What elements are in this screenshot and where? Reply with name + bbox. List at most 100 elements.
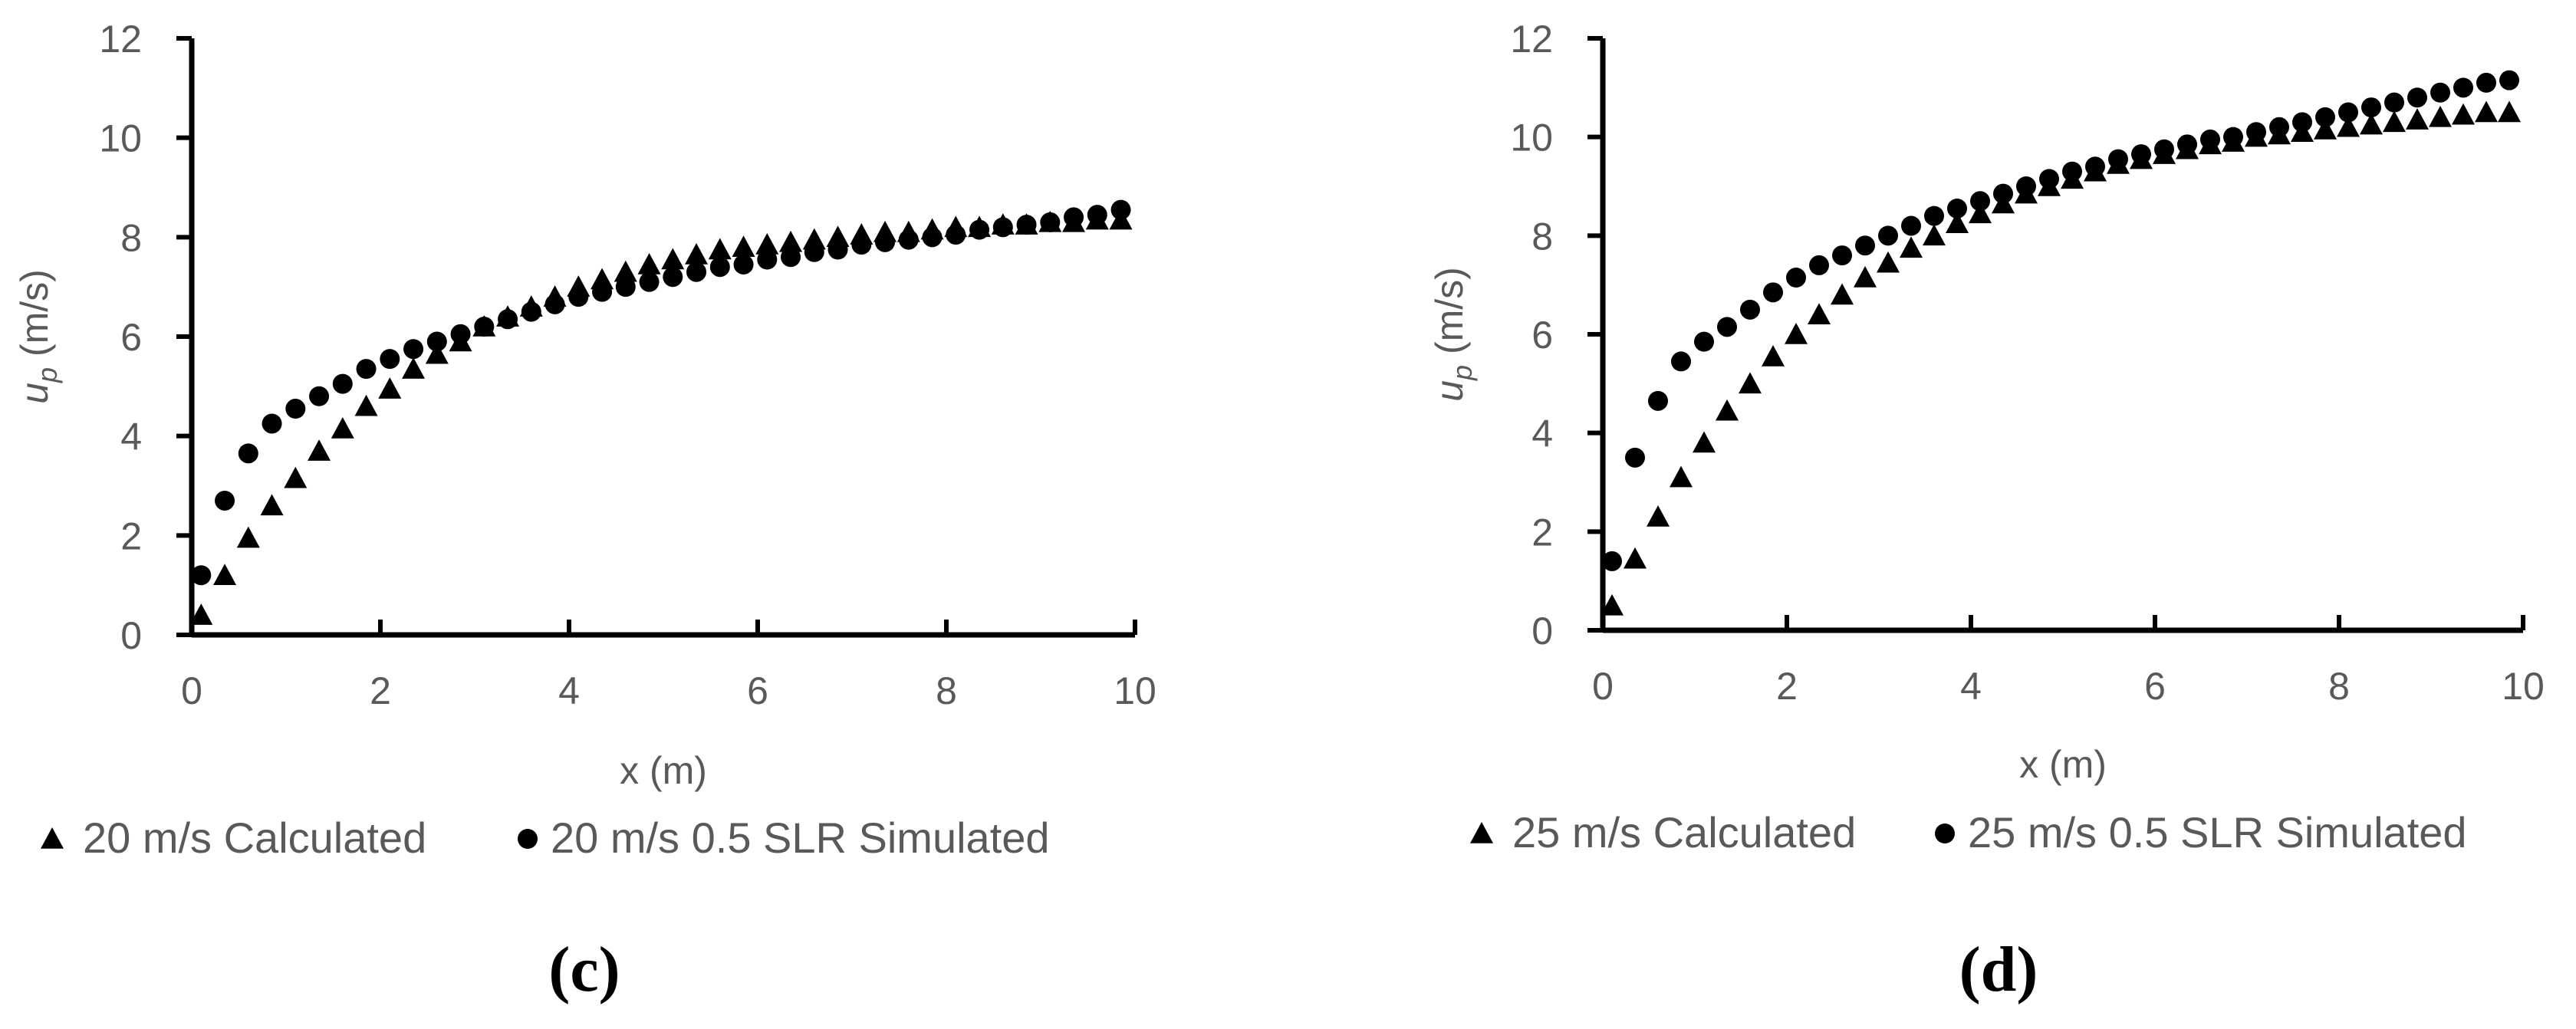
x-tick-label: 0 <box>181 669 202 712</box>
data-point-circle <box>733 254 754 275</box>
data-point-circle <box>332 373 353 394</box>
data-point-circle <box>1740 299 1760 320</box>
data-point-triangle <box>354 394 378 416</box>
x-tick-label: 6 <box>2144 665 2166 708</box>
data-point-circle <box>781 247 801 268</box>
data-point-triangle <box>1693 431 1716 453</box>
y-axis-title: up (m/s) <box>13 269 63 404</box>
data-point-triangle <box>897 220 920 242</box>
y-tick-label: 12 <box>99 18 142 61</box>
data-point-triangle <box>850 223 873 245</box>
data-point-triangle <box>637 252 661 275</box>
data-point-triangle <box>1739 372 1762 394</box>
y-tick-label: 4 <box>120 416 142 459</box>
data-point-triangle <box>236 526 260 548</box>
data-point-triangle <box>284 466 308 488</box>
data-point-triangle <box>1624 547 1647 569</box>
data-point-triangle <box>591 268 614 290</box>
data-point-triangle <box>2061 167 2084 189</box>
data-point-triangle <box>2452 103 2475 125</box>
data-point-circle <box>1970 191 1990 212</box>
y-axis-title-unit: (m/s) <box>1428 267 1471 365</box>
data-point-triangle <box>2314 118 2337 140</box>
x-tick-label: 8 <box>2328 665 2350 708</box>
data-point-circle <box>1878 225 1898 246</box>
data-point-triangle <box>2176 137 2199 159</box>
data-point-circle <box>403 339 424 360</box>
data-point-triangle <box>2498 100 2521 123</box>
data-point-triangle <box>519 295 543 317</box>
data-point-triangle <box>944 215 968 238</box>
data-point-circle <box>1947 198 1967 219</box>
legend-triangle-marker <box>1470 822 1493 843</box>
data-point-triangle <box>2383 110 2406 133</box>
y-tick-label: 0 <box>1531 610 1553 653</box>
data-point-triangle <box>968 215 992 238</box>
y-tick-label: 6 <box>120 316 142 359</box>
data-point-triangle <box>2038 175 2061 196</box>
data-point-triangle <box>1900 236 1923 258</box>
data-point-circle <box>2315 107 2335 127</box>
data-point-triangle <box>2360 113 2383 135</box>
x-tick-label: 6 <box>747 669 768 712</box>
data-point-triangle <box>1946 212 1969 233</box>
data-point-triangle <box>1762 344 1785 367</box>
panel-c: 0 2 4 6 8 10 12 0 2 4 6 8 10 x (m) up (m/s) 20 m/s Calc… <box>13 18 1156 1005</box>
panel-label: (d) <box>1959 934 2038 1005</box>
data-point-circle <box>1602 551 1622 571</box>
data-point-triangle <box>2337 115 2360 137</box>
data-point-circle <box>1648 390 1668 411</box>
data-point-triangle <box>2084 159 2107 182</box>
y-axis-title-unit: (m/s) <box>13 269 56 367</box>
data-point-circle <box>1786 268 1806 288</box>
data-point-circle <box>2407 87 2427 108</box>
y-axis-title: up (m/s) <box>1428 267 1478 402</box>
data-point-triangle <box>331 416 354 439</box>
series-simulated <box>1602 70 2519 571</box>
data-point-triangle <box>991 213 1015 235</box>
y-tick-label: 4 <box>1531 413 1553 455</box>
data-point-triangle <box>1670 465 1693 488</box>
legend-triangle-marker <box>41 827 64 849</box>
data-point-triangle <box>1992 192 2015 214</box>
data-point-triangle <box>1877 251 1900 273</box>
data-point-triangle <box>378 377 402 399</box>
data-point-circle <box>1671 351 1691 372</box>
data-point-triangle <box>2015 182 2038 204</box>
data-point-triangle <box>920 218 944 240</box>
data-point-triangle <box>2291 120 2314 142</box>
data-point-triangle <box>2245 125 2268 147</box>
data-point-triangle <box>1923 224 1946 246</box>
y-tick-label: 10 <box>1510 117 1553 159</box>
data-point-triangle <box>732 235 755 258</box>
x-tick-label: 0 <box>1592 665 1614 708</box>
legend-item: 25 m/s Calculated <box>1470 808 1856 856</box>
panel-label: (c) <box>548 934 620 1005</box>
data-point-circle <box>686 261 707 282</box>
y-tick-label: 8 <box>120 216 142 259</box>
data-point-triangle <box>1647 505 1670 527</box>
data-point-triangle <box>826 225 850 248</box>
y-tick-label: 10 <box>99 117 142 160</box>
legend-item: 20 m/s 0.5 SLR Simulated <box>518 814 1050 862</box>
data-point-triangle <box>1969 202 1992 224</box>
data-point-triangle <box>213 564 237 585</box>
y-tick-label: 2 <box>120 514 142 557</box>
series-calculated <box>1601 100 2521 616</box>
legend-label: 20 m/s Calculated <box>83 814 426 862</box>
data-point-circle <box>215 490 235 511</box>
data-point-triangle <box>1015 213 1038 235</box>
data-point-triangle <box>1085 208 1109 230</box>
data-point-triangle <box>449 330 472 352</box>
x-tick-label: 4 <box>558 669 580 712</box>
data-point-circle <box>1832 245 1852 266</box>
data-point-circle <box>615 277 636 298</box>
x-axis-title: x (m) <box>2019 743 2107 786</box>
data-point-circle <box>356 359 377 380</box>
data-point-triangle <box>2199 133 2222 155</box>
data-point-circle <box>1625 447 1645 468</box>
data-point-circle <box>2361 97 2381 118</box>
data-point-triangle <box>402 357 426 379</box>
data-point-triangle <box>1062 210 1086 232</box>
